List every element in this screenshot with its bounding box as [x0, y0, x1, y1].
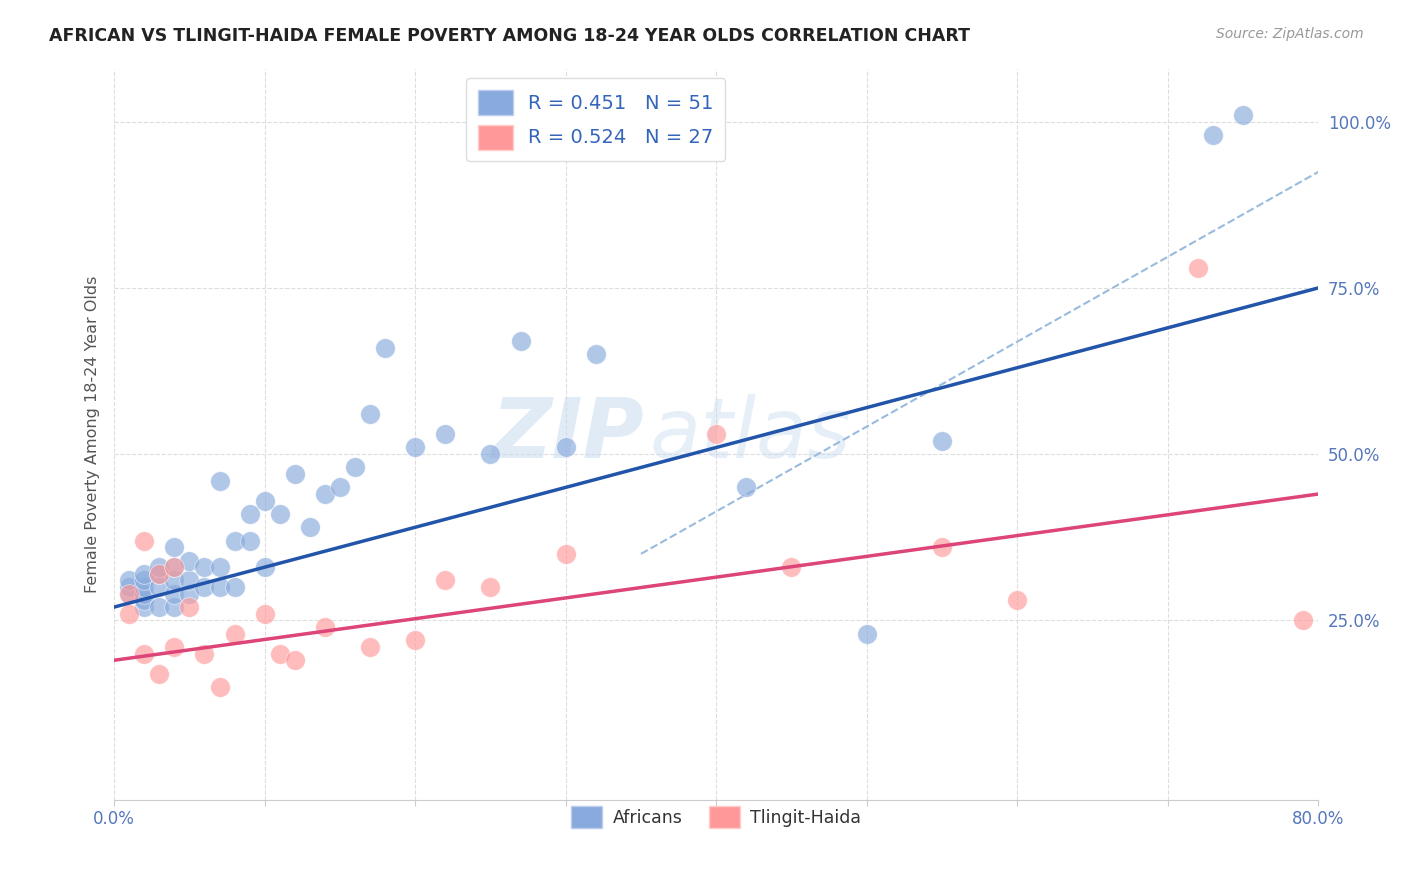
Point — [780, 560, 803, 574]
Point — [284, 653, 307, 667]
Point — [404, 441, 426, 455]
Point — [208, 474, 231, 488]
Point — [118, 580, 141, 594]
Point — [359, 640, 381, 654]
Point — [148, 580, 170, 594]
Point — [269, 647, 291, 661]
Point — [148, 566, 170, 581]
Point — [163, 587, 186, 601]
Point — [239, 507, 262, 521]
Point — [554, 441, 576, 455]
Point — [148, 600, 170, 615]
Point — [193, 647, 215, 661]
Point — [134, 593, 156, 607]
Point — [253, 560, 276, 574]
Point — [134, 574, 156, 588]
Text: atlas: atlas — [650, 393, 852, 475]
Point — [585, 347, 607, 361]
Point — [374, 341, 396, 355]
Point — [314, 487, 336, 501]
Point — [118, 607, 141, 621]
Point — [554, 547, 576, 561]
Point — [479, 580, 502, 594]
Point — [118, 587, 141, 601]
Point — [163, 540, 186, 554]
Point — [193, 580, 215, 594]
Text: ZIP: ZIP — [491, 393, 644, 475]
Point — [239, 533, 262, 548]
Point — [163, 600, 186, 615]
Point — [1202, 128, 1225, 142]
Point — [179, 600, 201, 615]
Point — [931, 540, 953, 554]
Point — [509, 334, 531, 348]
Point — [179, 587, 201, 601]
Point — [855, 626, 877, 640]
Point — [931, 434, 953, 448]
Point — [329, 480, 352, 494]
Point — [434, 427, 457, 442]
Point — [1187, 260, 1209, 275]
Point — [1007, 593, 1029, 607]
Point — [208, 580, 231, 594]
Text: AFRICAN VS TLINGIT-HAIDA FEMALE POVERTY AMONG 18-24 YEAR OLDS CORRELATION CHART: AFRICAN VS TLINGIT-HAIDA FEMALE POVERTY … — [49, 27, 970, 45]
Point — [253, 493, 276, 508]
Point — [735, 480, 758, 494]
Text: Source: ZipAtlas.com: Source: ZipAtlas.com — [1216, 27, 1364, 41]
Point — [224, 626, 246, 640]
Point — [1232, 108, 1254, 122]
Point — [193, 560, 215, 574]
Point — [134, 533, 156, 548]
Point — [343, 460, 366, 475]
Legend: Africans, Tlingit-Haida: Africans, Tlingit-Haida — [564, 799, 869, 835]
Point — [148, 666, 170, 681]
Point — [134, 580, 156, 594]
Point — [224, 580, 246, 594]
Point — [134, 600, 156, 615]
Point — [179, 574, 201, 588]
Point — [253, 607, 276, 621]
Point — [163, 574, 186, 588]
Point — [704, 427, 727, 442]
Point — [359, 407, 381, 421]
Point — [479, 447, 502, 461]
Point — [134, 647, 156, 661]
Point — [298, 520, 321, 534]
Point — [224, 533, 246, 548]
Point — [434, 574, 457, 588]
Point — [208, 680, 231, 694]
Point — [134, 566, 156, 581]
Point — [1292, 613, 1315, 627]
Point — [163, 560, 186, 574]
Point — [208, 560, 231, 574]
Point — [118, 587, 141, 601]
Point — [314, 620, 336, 634]
Y-axis label: Female Poverty Among 18-24 Year Olds: Female Poverty Among 18-24 Year Olds — [86, 276, 100, 593]
Point — [148, 560, 170, 574]
Point — [269, 507, 291, 521]
Point — [148, 566, 170, 581]
Point — [284, 467, 307, 481]
Point — [134, 587, 156, 601]
Point — [179, 553, 201, 567]
Point — [118, 574, 141, 588]
Point — [163, 560, 186, 574]
Point — [404, 633, 426, 648]
Point — [163, 640, 186, 654]
